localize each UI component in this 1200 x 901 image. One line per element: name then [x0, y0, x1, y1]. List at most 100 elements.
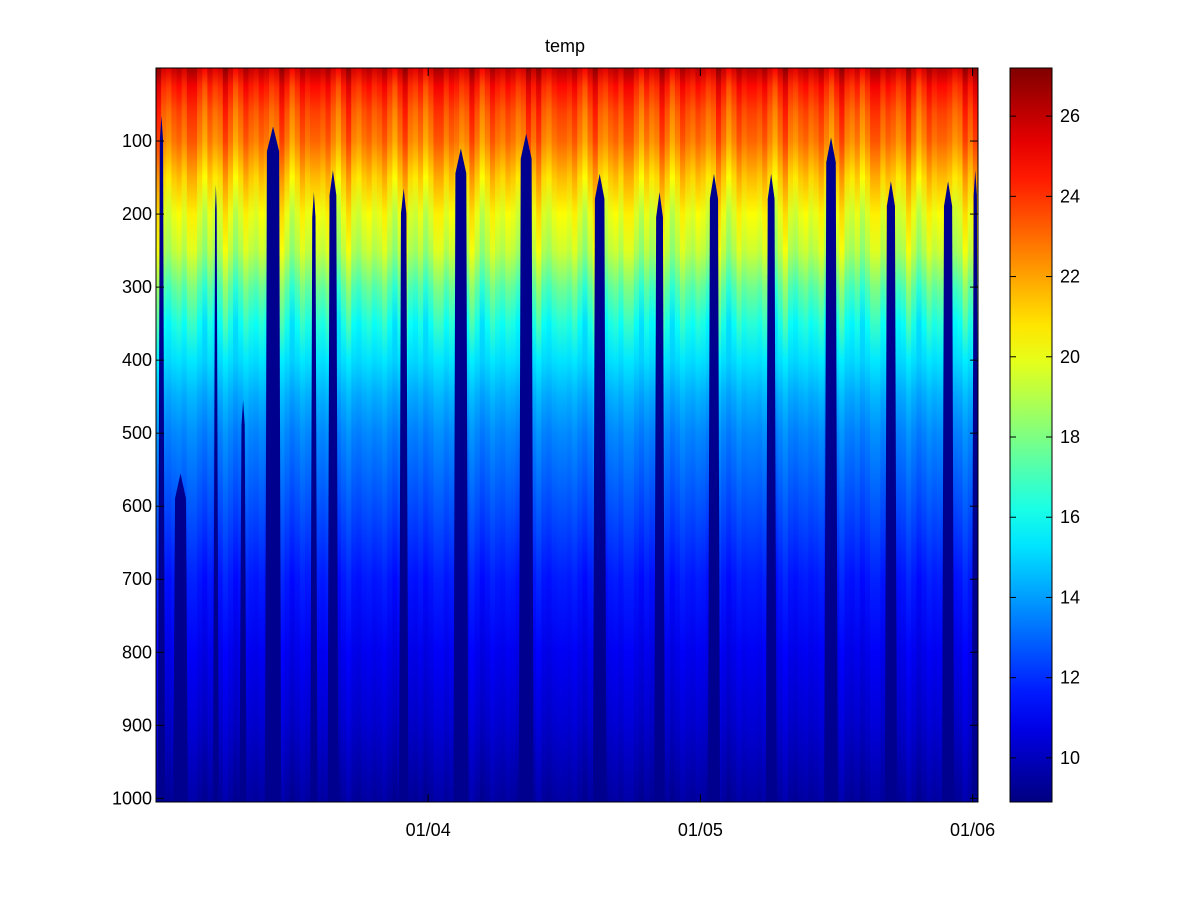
heatmap-column — [284, 68, 291, 802]
data-gap — [765, 173, 777, 802]
heatmap-column — [690, 68, 697, 802]
colorbar-ticks: 10 12 14 16 18 20 22 24 26 — [1010, 106, 1080, 768]
heatmap-column — [320, 68, 327, 802]
heatmap-column — [489, 68, 496, 802]
colorbar-tick-label: 22 — [1060, 267, 1080, 287]
heatmap-column — [582, 68, 589, 802]
heatmap-column — [644, 68, 650, 802]
y-tick-label: 900 — [122, 715, 152, 735]
colorbar-tick-label: 10 — [1060, 748, 1080, 768]
heatmap-column — [392, 68, 399, 802]
heatmap-column — [777, 68, 784, 802]
heatmap-column — [731, 68, 738, 802]
heatmap-column — [448, 68, 455, 802]
heatmap-column — [340, 68, 347, 802]
colorbar-tick-label: 26 — [1060, 106, 1080, 126]
heatmap-column — [803, 68, 810, 802]
data-gap — [884, 181, 897, 802]
heatmap-column — [248, 68, 255, 802]
heatmap-column — [844, 68, 851, 802]
data-gaps — [157, 115, 978, 802]
colorbar: 10 12 14 16 18 20 22 24 26 — [1009, 67, 1080, 803]
heatmap-column — [628, 68, 635, 802]
heatmap-column — [931, 68, 938, 802]
heatmap-column — [217, 68, 224, 802]
heatmap-column — [474, 68, 481, 802]
data-gap — [173, 473, 188, 802]
heatmap-column — [556, 68, 563, 802]
heatmap-column — [376, 68, 383, 802]
heatmap-column — [793, 68, 799, 802]
heatmap-column — [818, 68, 825, 802]
heatmap-column — [495, 68, 501, 802]
heatmap-column — [787, 68, 794, 802]
heatmap-column — [536, 68, 542, 802]
heatmap-column — [906, 68, 912, 802]
heatmap-column — [171, 68, 178, 802]
data-gap — [453, 148, 469, 802]
data-gap — [824, 137, 838, 802]
x-tick-label: 01/06 — [950, 820, 995, 840]
heatmap-column — [715, 68, 722, 802]
heatmap-column — [936, 68, 943, 802]
colorbar-tick-label: 20 — [1060, 347, 1080, 367]
heatmap-column — [669, 68, 676, 802]
data-gap — [518, 133, 534, 802]
heatmap-column — [618, 68, 625, 802]
heatmap-column — [572, 68, 578, 802]
heatmap-column — [546, 68, 553, 802]
heatmap-column — [191, 68, 198, 802]
heatmap-column — [813, 68, 820, 802]
heatmap-column — [962, 68, 969, 802]
heatmap-column — [849, 68, 856, 802]
heatmap-column — [371, 68, 378, 802]
heatmap-column — [335, 68, 342, 802]
heatmap-column — [757, 68, 763, 802]
plot-area — [156, 68, 978, 802]
colorbar-tick-label: 24 — [1060, 186, 1080, 206]
heatmap-column — [279, 68, 286, 802]
data-gap — [264, 126, 282, 802]
heatmap-column — [299, 68, 306, 802]
heatmap-column — [500, 68, 506, 802]
x-tick-label: 01/05 — [678, 820, 723, 840]
heatmap-column — [541, 68, 548, 802]
heatmap-column — [356, 68, 363, 802]
heatmap-column — [736, 68, 743, 802]
heatmap-column — [346, 68, 352, 802]
heatmap-column — [649, 68, 655, 802]
heatmap-column — [834, 68, 840, 802]
x-axis: 01/04 01/05 01/06 — [406, 68, 995, 840]
heatmap-column — [567, 68, 573, 802]
heatmap-column — [423, 68, 429, 802]
data-gap — [398, 188, 409, 802]
heatmap-column — [674, 68, 681, 802]
heatmap-column — [510, 68, 517, 802]
heatmap-column — [304, 68, 311, 802]
heatmap-column — [798, 68, 804, 802]
heatmap-column — [258, 68, 265, 802]
heatmap-column — [484, 68, 491, 802]
heatmap-column — [412, 68, 419, 802]
data-gap — [327, 170, 339, 802]
heatmap-column — [202, 68, 208, 802]
heatmap-column — [721, 68, 727, 802]
heatmap-column — [577, 68, 584, 802]
data-gap — [310, 192, 318, 802]
heatmap-column — [623, 68, 630, 802]
heatmap-column — [916, 68, 923, 802]
heatmap-column — [351, 68, 357, 802]
heatmap-column — [294, 68, 301, 802]
heatmap-column — [289, 68, 296, 802]
heatmap-column — [161, 68, 167, 802]
colorbar-tick-label: 14 — [1060, 587, 1080, 607]
y-tick-label: 600 — [122, 496, 152, 516]
heatmap-column — [957, 68, 964, 802]
data-gap — [707, 173, 721, 802]
heatmap-column — [176, 68, 183, 802]
heatmap-column — [921, 68, 928, 802]
heatmap-column — [685, 68, 691, 802]
colorbar-tick-label: 12 — [1060, 668, 1080, 688]
heatmap-column — [870, 68, 876, 802]
